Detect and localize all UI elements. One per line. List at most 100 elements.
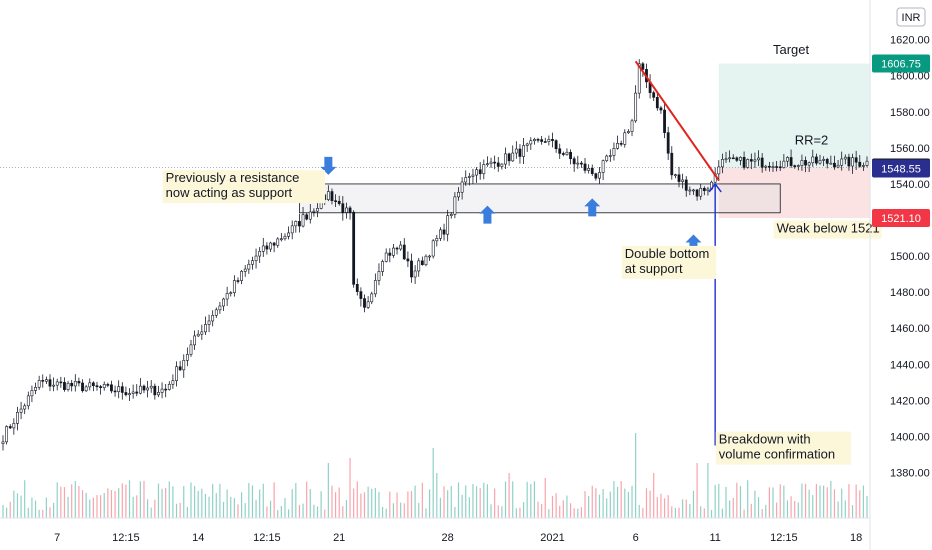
y-tick-label: 1420.00 xyxy=(890,395,930,407)
volume-bar xyxy=(663,498,666,518)
candle-body xyxy=(518,148,522,157)
volume-bar xyxy=(472,484,474,518)
volume-bar xyxy=(844,500,846,518)
volume-bar xyxy=(725,486,727,518)
volume-bar xyxy=(353,488,355,518)
candle-body xyxy=(214,309,218,316)
candle-body xyxy=(211,314,215,322)
volume-bar xyxy=(190,482,192,518)
annotation-text: Weak below 1521 xyxy=(777,221,880,236)
candle-body xyxy=(702,187,706,192)
candle-body xyxy=(663,109,666,133)
volume-bar xyxy=(262,483,264,518)
annotation[interactable]: Target xyxy=(773,42,810,57)
volume-bar xyxy=(197,490,199,518)
candle-body xyxy=(131,391,135,394)
volume-bar xyxy=(754,490,756,518)
candle-body xyxy=(775,166,779,168)
candle-body xyxy=(207,320,211,325)
volume-bar xyxy=(400,502,402,518)
volume-bar xyxy=(819,485,821,518)
candle-body xyxy=(232,280,236,293)
volume-bar xyxy=(154,499,156,518)
volume-bar xyxy=(280,506,282,518)
volume-bar xyxy=(483,482,485,518)
volume-bar xyxy=(251,485,254,518)
annotation[interactable]: RR=2 xyxy=(795,132,829,147)
x-tick-label: 7 xyxy=(54,532,60,544)
volume-bar xyxy=(327,463,329,518)
volume-bar xyxy=(866,495,868,518)
candle-body xyxy=(301,214,305,227)
candle-body xyxy=(218,305,222,311)
candle-body xyxy=(247,263,251,270)
volume-bar xyxy=(89,499,91,518)
volume-bar xyxy=(761,509,763,518)
candle-body xyxy=(811,156,815,164)
candle-body xyxy=(345,207,348,213)
volume-bar xyxy=(60,486,62,518)
volume-bar xyxy=(804,483,807,518)
volume-bar xyxy=(298,504,301,518)
volume-bar xyxy=(212,483,214,518)
candle-body xyxy=(341,203,345,213)
volume-bar xyxy=(779,484,781,518)
candle-body xyxy=(612,148,616,156)
candle-body xyxy=(175,366,178,381)
price-badge: 1548.55 xyxy=(872,159,930,178)
candle-body xyxy=(717,166,721,175)
volume-bar xyxy=(309,489,311,518)
volume-bar xyxy=(548,509,550,518)
volume-bar xyxy=(392,503,395,518)
candle-body xyxy=(225,293,229,300)
candle-body xyxy=(316,208,319,212)
annotation[interactable]: Weak below 1521 xyxy=(773,220,882,239)
trendline[interactable] xyxy=(634,60,720,181)
volume-bar xyxy=(378,492,380,518)
candle-body xyxy=(558,148,562,154)
price-badge-box xyxy=(872,54,930,73)
volume-bar xyxy=(573,508,575,518)
candle-body xyxy=(616,143,619,149)
volume-bar xyxy=(830,480,832,518)
candle-body xyxy=(8,426,12,429)
candle-body xyxy=(753,159,757,162)
candle-body xyxy=(540,139,544,142)
candle-body xyxy=(102,384,106,388)
volume-bar xyxy=(53,502,55,518)
volume-bar xyxy=(360,493,362,518)
candle-body xyxy=(670,152,674,176)
candle-body xyxy=(572,158,576,165)
candle-body xyxy=(475,169,478,176)
candle-body xyxy=(110,384,113,392)
volume-bar xyxy=(306,481,308,518)
volume-bar xyxy=(230,496,232,518)
currency-button[interactable]: INR xyxy=(896,7,926,27)
volume-bar xyxy=(418,502,420,518)
volume-bar xyxy=(475,486,478,518)
annotation-text: volume confirmation xyxy=(719,447,835,462)
annotation-background xyxy=(162,170,326,204)
volume-bar xyxy=(635,433,637,518)
candle-body xyxy=(836,164,840,168)
candle-body xyxy=(359,291,363,299)
candle-body xyxy=(399,244,403,250)
candle-body xyxy=(652,92,656,98)
candle-body xyxy=(478,169,482,175)
candle-body xyxy=(511,152,515,162)
candle-body xyxy=(254,255,258,262)
candle-body xyxy=(771,166,775,168)
stop-zone xyxy=(718,167,871,219)
candle-body xyxy=(157,392,160,396)
volume-bar xyxy=(504,481,507,518)
candle-body xyxy=(601,160,605,173)
volume-bar xyxy=(667,495,669,518)
candle-body xyxy=(261,245,265,252)
x-tick-label: 2021 xyxy=(540,532,564,544)
candle-body xyxy=(348,207,352,213)
